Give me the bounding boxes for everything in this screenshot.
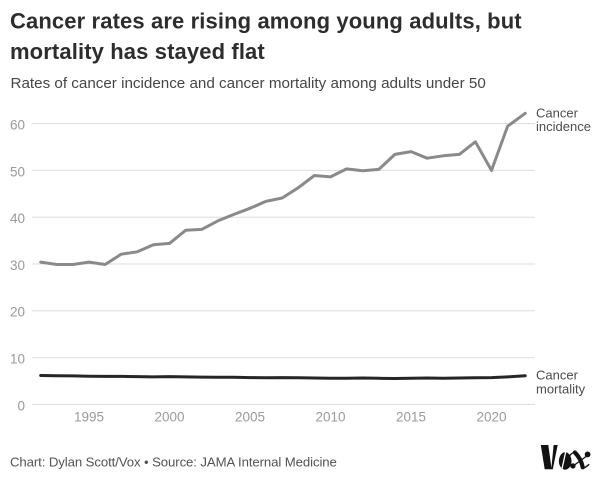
svg-text:2020: 2020 <box>476 410 506 425</box>
svg-text:Rates of cancer incidence and: Rates of cancer incidence and cancer mor… <box>11 75 486 92</box>
svg-text:40: 40 <box>10 211 25 226</box>
svg-text:2005: 2005 <box>235 410 265 425</box>
svg-text:mortality: mortality <box>536 382 586 397</box>
svg-text:2015: 2015 <box>396 410 426 425</box>
svg-text:0: 0 <box>17 398 25 413</box>
svg-text:2010: 2010 <box>315 410 345 425</box>
svg-text:20: 20 <box>10 305 25 320</box>
svg-text:1995: 1995 <box>74 410 104 425</box>
svg-text:Chart: Dylan Scott/Vox • Sourc: Chart: Dylan Scott/Vox • Source: JAMA In… <box>10 455 337 470</box>
svg-text:50: 50 <box>10 164 25 179</box>
svg-text:30: 30 <box>10 258 25 273</box>
svg-text:Cancer rates are rising among: Cancer rates are rising among young adul… <box>10 9 522 34</box>
svg-text:Cancer: Cancer <box>536 368 579 383</box>
svg-text:60: 60 <box>10 117 25 132</box>
svg-text:incidence: incidence <box>536 119 591 134</box>
svg-text:Cancer: Cancer <box>536 106 579 121</box>
svg-text:2000: 2000 <box>154 410 184 425</box>
svg-text:mortality has stayed flat: mortality has stayed flat <box>10 39 265 64</box>
svg-text:10: 10 <box>10 352 25 367</box>
